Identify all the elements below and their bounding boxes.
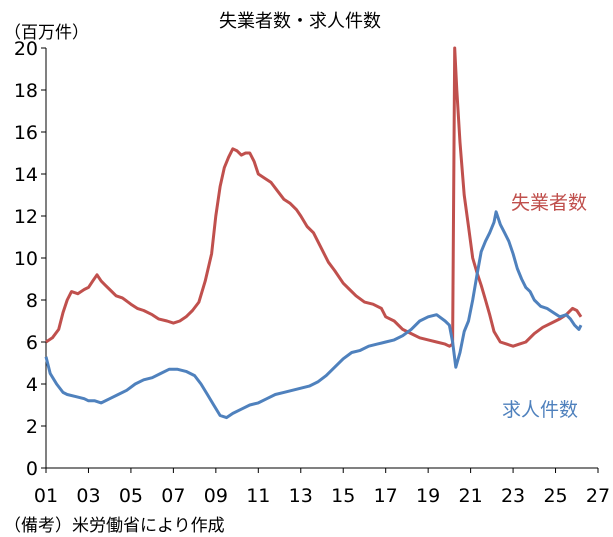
x-tick-label: 11 bbox=[246, 485, 270, 507]
x-tick-label: 07 bbox=[161, 485, 185, 507]
x-tick-label: 13 bbox=[289, 485, 313, 507]
y-tick-label: 8 bbox=[26, 290, 38, 312]
x-tick-label: 15 bbox=[331, 485, 355, 507]
y-tick-label: 0 bbox=[26, 458, 38, 480]
y-tick-label: 10 bbox=[14, 248, 38, 270]
series-line-unemployed bbox=[45, 46, 583, 348]
y-tick-label: 16 bbox=[14, 122, 38, 144]
y-tick-label: 2 bbox=[26, 416, 38, 438]
y-tick-label: 14 bbox=[14, 164, 38, 186]
y-tick-label: 20 bbox=[14, 38, 38, 60]
source-note: （備考）米労働省により作成 bbox=[4, 516, 225, 536]
x-tick-label: 21 bbox=[459, 485, 483, 507]
y-tick-label: 4 bbox=[26, 374, 38, 396]
y-unit-label: （百万件） bbox=[4, 23, 89, 43]
series-label-unemployed: 失業者数 bbox=[511, 192, 587, 214]
x-tick-label: 19 bbox=[416, 485, 440, 507]
series-label-job-openings: 求人件数 bbox=[502, 399, 578, 421]
y-tick-label: 6 bbox=[26, 332, 38, 354]
y-tick-label: 12 bbox=[14, 206, 38, 228]
chart-title: 失業者数・求人件数 bbox=[219, 11, 381, 32]
x-tick-label: 05 bbox=[119, 485, 143, 507]
x-tick-label: 25 bbox=[543, 485, 567, 507]
x-tick-label: 17 bbox=[374, 485, 398, 507]
x-tick-label: 03 bbox=[76, 485, 100, 507]
x-tick-label: 27 bbox=[586, 485, 610, 507]
series-line-job-openings bbox=[44, 210, 583, 420]
x-tick-label: 23 bbox=[501, 485, 525, 507]
y-tick-label: 18 bbox=[14, 80, 38, 102]
x-tick-label: 09 bbox=[204, 485, 228, 507]
x-tick-label: 01 bbox=[34, 485, 58, 507]
plot-area: 0 2 4 6 8 10 12 14 16 18 20 01 03 05 07 09 11 13 15 17 19 21 2… bbox=[14, 38, 610, 507]
